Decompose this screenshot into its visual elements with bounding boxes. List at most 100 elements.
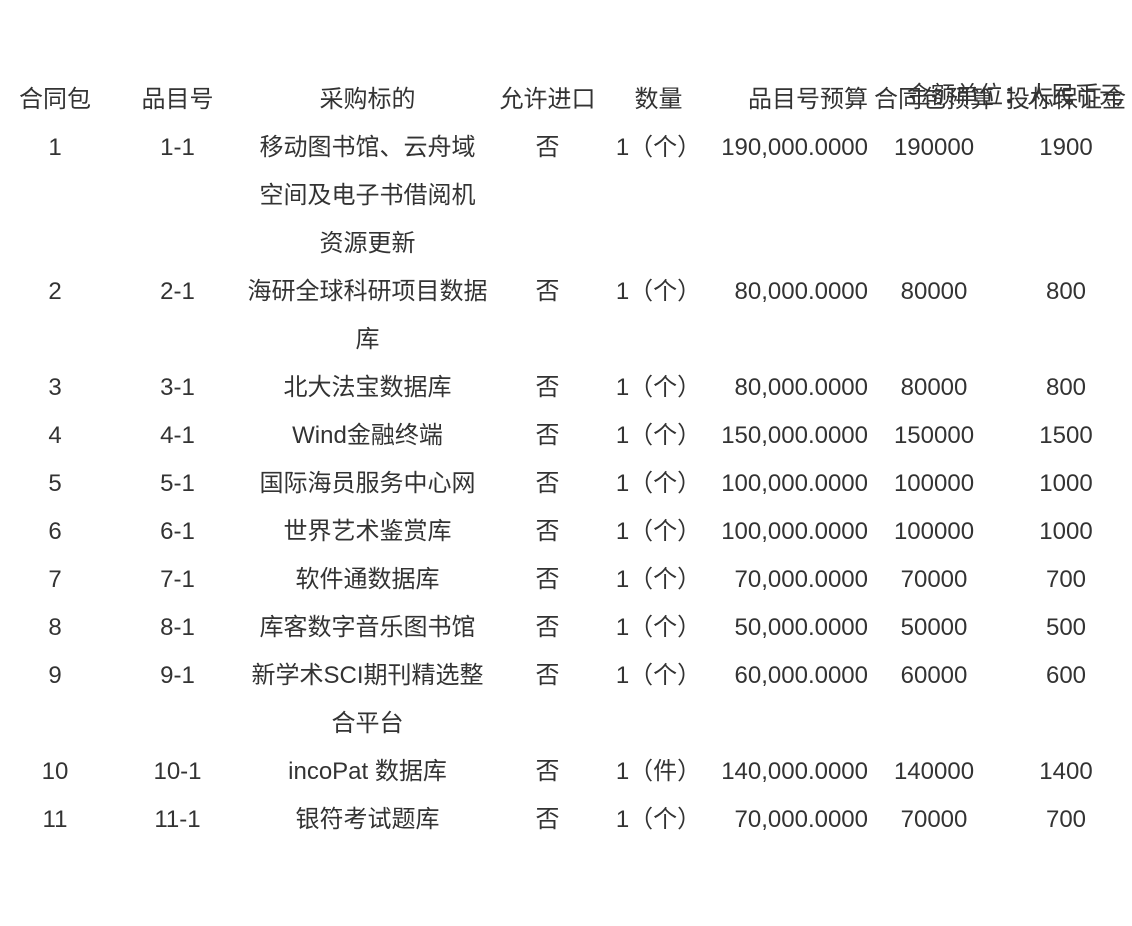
table-cell: Wind金融终端 xyxy=(292,422,443,449)
table-cell: 否 xyxy=(535,470,560,497)
col-header-bid-deposit: 投标保证金 xyxy=(1006,86,1126,113)
table-cell: 否 xyxy=(535,278,560,305)
table-cell: 移动图书馆、云舟域 空间及电子书借阅机 资源更新 xyxy=(259,134,476,257)
table-row: 9 9-1 新学术SCI期刊精选整 合平台 否 1（个） 60,000.0000 60000… xyxy=(0,652,1132,748)
table-cell: 100,000.0000 xyxy=(721,470,868,497)
table-cell: 否 xyxy=(535,662,560,689)
table-cell: 150,000.0000 xyxy=(721,422,868,449)
table-row: 11 11-1 银符考试题库 否 1（个） 70,000.0000 70000 700 xyxy=(0,796,1132,844)
table-cell: 5-1 xyxy=(160,470,195,497)
table-cell: 3-1 xyxy=(160,374,195,401)
table-cell: 4 xyxy=(48,422,62,449)
table-cell: 新学术SCI期刊精选整 合平台 xyxy=(251,662,484,737)
table-row: 3 3-1 北大法宝数据库 否 1（个） 80,000.0000 80000 800 xyxy=(0,364,1132,412)
table-cell: 8-1 xyxy=(160,614,195,641)
table-cell: 海研全球科研项目数据 库 xyxy=(247,278,488,353)
header-row: 合同包 品目号 采购标的 允许进口 数量 品目号预算 合同包预算 投标保证金 xyxy=(0,76,1132,124)
table-cell: 190,000.0000 xyxy=(721,134,868,161)
table-cell: 80000 xyxy=(900,278,968,305)
table-cell: 140000 xyxy=(893,758,975,785)
table-cell: 80,000.0000 xyxy=(734,374,868,401)
table-cell: 6 xyxy=(48,518,62,545)
table-cell: 1 xyxy=(48,134,62,161)
table-cell: 1（个） xyxy=(615,518,702,545)
table-cell: 1400 xyxy=(1039,758,1093,785)
col-header-procurement-subject: 采购标的 xyxy=(319,86,416,113)
table-cell: 3 xyxy=(48,374,62,401)
table-row: 5 5-1 国际海员服务中心网 否 1（个） 100,000.0000 100000 1000 xyxy=(0,460,1132,508)
col-header-item-number: 品目号 xyxy=(141,86,214,113)
table-cell: 世界艺术鉴赏库 xyxy=(283,518,452,545)
table-cell: 70,000.0000 xyxy=(734,566,868,593)
table-cell: 10-1 xyxy=(153,758,202,785)
table-cell: 1（个） xyxy=(615,470,702,497)
table-cell: 140,000.0000 xyxy=(721,758,868,785)
table-cell: 北大法宝数据库 xyxy=(283,374,452,401)
table-cell: 软件通数据库 xyxy=(295,566,440,593)
table-cell: 70,000.0000 xyxy=(734,806,868,833)
table-cell: 8 xyxy=(48,614,62,641)
table-cell: 1（个） xyxy=(615,422,702,449)
table-cell: 4-1 xyxy=(160,422,195,449)
table-row: 6 6-1 世界艺术鉴赏库 否 1（个） 100,000.0000 100000 1000 xyxy=(0,508,1132,556)
table-cell: 1000 xyxy=(1039,518,1093,545)
table-cell: 1000 xyxy=(1039,470,1093,497)
table-cell: 150000 xyxy=(893,422,975,449)
table-cell: 1（件） xyxy=(615,758,702,785)
table-cell: incoPat 数据库 xyxy=(288,758,447,785)
table-cell: 5 xyxy=(48,470,62,497)
table-cell: 库客数字音乐图书馆 xyxy=(259,614,476,641)
table-cell: 2-1 xyxy=(160,278,195,305)
table-cell: 700 xyxy=(1045,806,1087,833)
table-cell: 70000 xyxy=(900,566,968,593)
col-header-package-budget: 合同包预算 xyxy=(874,86,994,113)
table-cell: 6-1 xyxy=(160,518,195,545)
table-cell: 800 xyxy=(1045,374,1087,401)
table-cell: 1（个） xyxy=(615,374,702,401)
table-cell: 1（个） xyxy=(615,806,702,833)
table-cell: 9-1 xyxy=(160,662,195,689)
table-cell: 1500 xyxy=(1039,422,1093,449)
table-cell: 否 xyxy=(535,566,560,593)
col-header-contract-package: 合同包 xyxy=(19,86,91,113)
table-row: 4 4-1 Wind金融终端 否 1（个） 150,000.0000 150000 1500 xyxy=(0,412,1132,460)
table-row: 8 8-1 库客数字音乐图书馆 否 1（个） 50,000.0000 50000 500 xyxy=(0,604,1132,652)
table-cell: 700 xyxy=(1045,566,1087,593)
table-cell: 60000 xyxy=(900,662,968,689)
table-cell: 80,000.0000 xyxy=(734,278,868,305)
table-cell: 800 xyxy=(1045,278,1087,305)
table-cell: 1-1 xyxy=(160,134,195,161)
table-cell: 1（个） xyxy=(615,614,702,641)
table-cell: 600 xyxy=(1045,662,1087,689)
col-header-import-allowed: 允许进口 xyxy=(499,86,596,113)
table-cell: 80000 xyxy=(900,374,968,401)
table-cell: 50,000.0000 xyxy=(734,614,868,641)
table-cell: 否 xyxy=(535,758,560,785)
table-cell: 2 xyxy=(48,278,62,305)
table-cell: 银符考试题库 xyxy=(295,806,440,833)
table-cell: 9 xyxy=(48,662,62,689)
col-header-item-budget: 品目号预算 xyxy=(748,86,868,113)
table-cell: 7 xyxy=(48,566,62,593)
table-cell: 10 xyxy=(41,758,69,785)
table-cell: 100000 xyxy=(893,518,975,545)
table-cell: 1（个） xyxy=(615,662,702,689)
table-cell: 否 xyxy=(535,806,560,833)
table-cell: 50000 xyxy=(900,614,968,641)
table-cell: 1（个） xyxy=(615,278,702,305)
table-cell: 否 xyxy=(535,422,560,449)
table-cell: 否 xyxy=(535,518,560,545)
table-cell: 1（个） xyxy=(615,134,702,161)
procurement-items-table: 合同包 品目号 采购标的 允许进口 数量 品目号预算 合同包预算 投标保证金 1… xyxy=(0,76,1132,844)
table-cell: 100,000.0000 xyxy=(721,518,868,545)
table-cell: 1（个） xyxy=(615,566,702,593)
table-cell: 60,000.0000 xyxy=(734,662,868,689)
table-row: 2 2-1 海研全球科研项目数据 库 否 1（个） 80,000.0000 80000 800 xyxy=(0,268,1132,364)
table-cell: 否 xyxy=(535,614,560,641)
table-cell: 100000 xyxy=(893,470,975,497)
table-row: 7 7-1 软件通数据库 否 1（个） 70,000.0000 70000 700 xyxy=(0,556,1132,604)
table-cell: 1900 xyxy=(1039,134,1093,161)
table-row: 1 1-1 移动图书馆、云舟域 空间及电子书借阅机 资源更新 否 1（个） 190,000… xyxy=(0,124,1132,268)
table-cell: 否 xyxy=(535,134,560,161)
table-cell: 否 xyxy=(535,374,560,401)
